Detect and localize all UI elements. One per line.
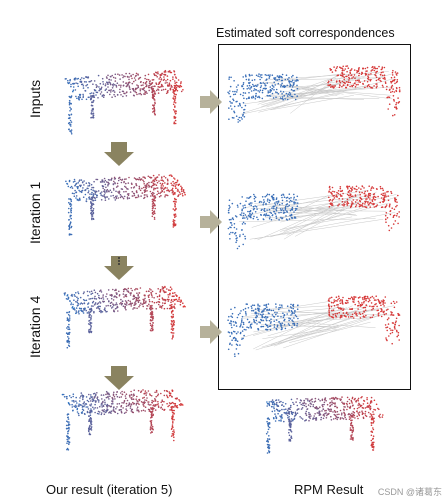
caption-rpm-result: RPM Result — [294, 482, 364, 497]
correspondence-box-title: Estimated soft correspondences — [216, 26, 395, 40]
right-arrow-1 — [200, 90, 222, 114]
down-arrow-1 — [104, 142, 134, 166]
correspondence-box — [218, 44, 411, 390]
point-cloud-iteration-1 — [65, 174, 186, 236]
correspondence-panel-inputs — [227, 65, 401, 123]
point-cloud-iteration-4 — [63, 285, 186, 349]
correspondence-panel-iteration-4 — [227, 295, 401, 358]
point-cloud-rpm-result — [265, 396, 384, 454]
point-cloud-inputs — [64, 69, 184, 135]
point-cloud-our-result — [61, 389, 184, 451]
down-arrow-3 — [104, 366, 134, 390]
right-arrow-3 — [200, 320, 222, 344]
right-arrow-2 — [200, 210, 222, 234]
down-arrow-2 — [104, 256, 134, 280]
caption-our-result: Our result (iteration 5) — [46, 482, 173, 497]
correspondence-panel-iteration-1 — [227, 185, 401, 250]
watermark: CSDN @诸葛东 — [377, 487, 442, 497]
